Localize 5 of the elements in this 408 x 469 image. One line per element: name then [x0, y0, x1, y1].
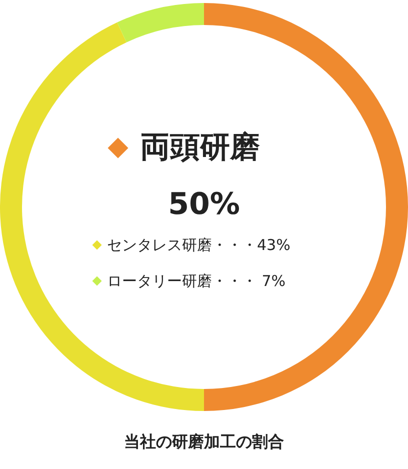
data-label: 50% [168, 187, 240, 222]
legend-label: ロータリー研磨・・・ 7% [107, 272, 286, 290]
text: 当社の研磨加工の割合 [124, 432, 284, 451]
legend-label: 両頭研磨 [140, 130, 260, 165]
legend-label: センタレス研磨・・・43% [107, 236, 290, 254]
